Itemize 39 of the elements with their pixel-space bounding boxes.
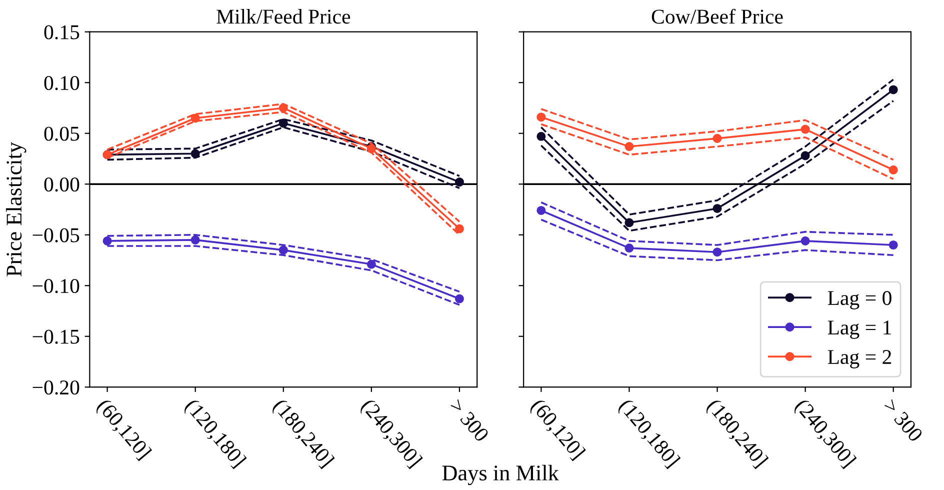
point bbox=[454, 294, 464, 304]
point bbox=[454, 224, 464, 234]
y-tick-label: 0.15 bbox=[44, 25, 80, 40]
point bbox=[800, 236, 810, 246]
x-axis-title: Days in Milk bbox=[442, 464, 559, 486]
chart-title: Milk/Feed Price bbox=[216, 9, 350, 24]
y-tick-label: −0.10 bbox=[32, 278, 80, 294]
point bbox=[624, 218, 634, 228]
chart-title: Cow/Beef Price bbox=[652, 8, 783, 24]
point bbox=[712, 134, 722, 143]
point bbox=[454, 178, 464, 187]
point bbox=[536, 206, 546, 216]
point bbox=[624, 142, 634, 152]
point bbox=[536, 132, 546, 141]
point bbox=[888, 165, 898, 174]
point bbox=[888, 85, 898, 94]
y-tick-label: 0.10 bbox=[44, 76, 80, 90]
point bbox=[800, 124, 810, 134]
legend-label: Lag = 0 bbox=[828, 291, 892, 310]
point bbox=[190, 235, 200, 244]
point bbox=[278, 246, 288, 255]
y-tick-label: 0.05 bbox=[44, 126, 80, 141]
y-tick-label: −0.20 bbox=[32, 380, 80, 395]
point bbox=[366, 260, 376, 269]
y-axis-title: Price Elasticity bbox=[6, 142, 26, 276]
y-tick-label: 0.00 bbox=[44, 177, 80, 192]
legend-label: Lag = 2 bbox=[828, 350, 892, 368]
y-tick-label: −0.15 bbox=[32, 330, 80, 344]
point bbox=[712, 248, 722, 257]
y-tick-label: −0.05 bbox=[32, 228, 80, 242]
x-tick-label: > 300 bbox=[882, 398, 924, 443]
point bbox=[102, 236, 112, 246]
point bbox=[800, 151, 810, 160]
x-tick-label: > 300 bbox=[448, 398, 490, 443]
point bbox=[712, 204, 722, 213]
point bbox=[536, 112, 546, 122]
point bbox=[624, 244, 634, 253]
point bbox=[888, 240, 898, 250]
legend-label: Lag = 1 bbox=[828, 320, 891, 339]
